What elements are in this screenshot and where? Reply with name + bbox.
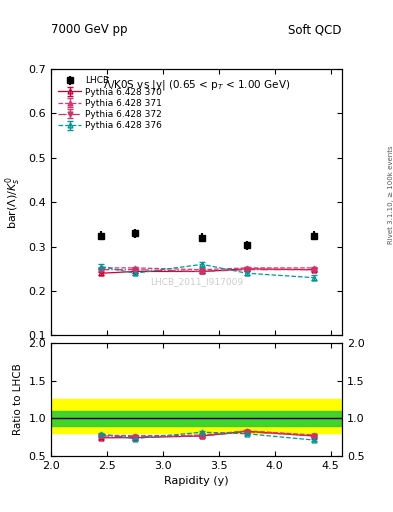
Text: $\bar{\Lambda}$/K0S vs |y| (0.65 < p$_{T}$ < 1.00 GeV): $\bar{\Lambda}$/K0S vs |y| (0.65 < p$_{T… (103, 77, 290, 93)
Legend: LHCB, Pythia 6.428 370, Pythia 6.428 371, Pythia 6.428 372, Pythia 6.428 376: LHCB, Pythia 6.428 370, Pythia 6.428 371… (55, 74, 165, 133)
Text: LHCB_2011_I917009: LHCB_2011_I917009 (150, 278, 243, 287)
Y-axis label: Ratio to LHCB: Ratio to LHCB (13, 364, 23, 435)
Text: Soft QCD: Soft QCD (288, 23, 342, 36)
Text: Rivet 3.1.10, ≥ 100k events: Rivet 3.1.10, ≥ 100k events (388, 145, 393, 244)
X-axis label: Rapidity (y): Rapidity (y) (164, 476, 229, 486)
Bar (51, 411, 342, 425)
Bar (51, 399, 342, 433)
Text: 7000 GeV pp: 7000 GeV pp (51, 23, 128, 36)
Y-axis label: bar($\Lambda$)/$K^0_s$: bar($\Lambda$)/$K^0_s$ (3, 176, 23, 229)
